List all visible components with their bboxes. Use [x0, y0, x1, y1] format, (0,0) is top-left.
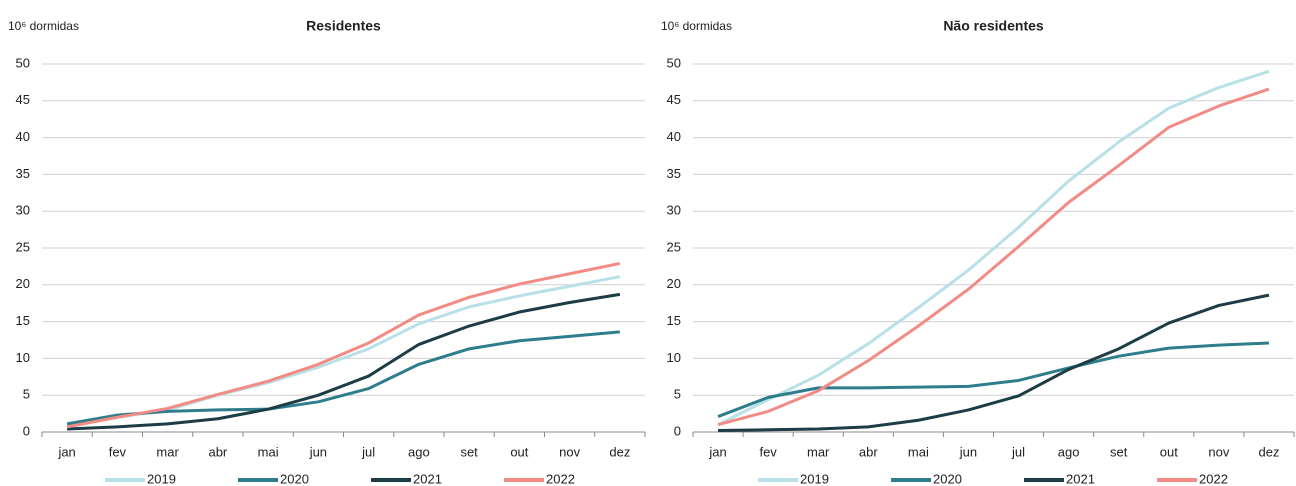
y-tick-label: 40 [16, 129, 30, 144]
x-tick-label: jul [1011, 444, 1025, 459]
x-tick-label: fev [759, 444, 777, 459]
series-line [66, 261, 621, 429]
y-tick-label: 50 [667, 55, 681, 70]
x-tick-label: nov [559, 444, 580, 459]
series-line [67, 292, 621, 431]
x-tick-label: dez [609, 444, 630, 459]
series-line [717, 87, 1270, 427]
legend-label: 2021 [1066, 471, 1095, 486]
series-line [717, 341, 1270, 418]
y-tick-label: 20 [667, 276, 681, 291]
y-tick-label: 15 [16, 313, 30, 328]
x-tick-label: dez [1258, 444, 1279, 459]
y-tick-label: 5 [674, 387, 681, 402]
y-tick-label: 30 [16, 203, 30, 218]
x-tick-label: jan [57, 444, 75, 459]
y-tick-label: 30 [667, 203, 681, 218]
legend-label: 2022 [546, 471, 575, 486]
y-tick-label: 10 [16, 350, 30, 365]
x-tick-label: jan [708, 444, 726, 459]
chart-title: Não residentes [943, 18, 1044, 34]
y-axis-label: 10⁶ dormidas [8, 19, 79, 33]
y-tick-label: 15 [667, 313, 681, 328]
legend-label: 2022 [1199, 471, 1228, 486]
x-tick-label: ago [408, 444, 430, 459]
chart-title: Residentes [306, 18, 381, 34]
x-tick-label: out [510, 444, 528, 459]
y-tick-label: 20 [16, 276, 30, 291]
y-tick-label: 50 [16, 55, 30, 70]
x-tick-label: jun [959, 444, 977, 459]
legend-label: 2020 [280, 471, 309, 486]
y-tick-label: 40 [667, 129, 681, 144]
x-tick-label: fev [109, 444, 127, 459]
x-tick-label: set [460, 444, 478, 459]
y-tick-label: 45 [667, 92, 681, 107]
y-tick-label: 0 [23, 423, 30, 438]
x-tick-label: mai [908, 444, 929, 459]
x-tick-label: jun [309, 444, 327, 459]
x-tick-label: mai [258, 444, 279, 459]
legend-label: 2019 [800, 471, 829, 486]
x-tick-label: out [1160, 444, 1178, 459]
y-tick-label: 25 [667, 239, 681, 254]
y-tick-label: 35 [667, 166, 681, 181]
series-line [66, 330, 621, 426]
series-line [717, 69, 1270, 426]
series-line [718, 293, 1270, 433]
y-tick-label: 25 [16, 239, 30, 254]
x-tick-label: mar [156, 444, 179, 459]
x-tick-label: set [1110, 444, 1128, 459]
legend-label: 2021 [413, 471, 442, 486]
legend-label: 2019 [147, 471, 176, 486]
x-tick-label: nov [1208, 444, 1229, 459]
series-line [66, 275, 621, 428]
x-tick-label: ago [1058, 444, 1080, 459]
x-tick-label: abr [208, 444, 227, 459]
x-tick-label: abr [859, 444, 878, 459]
y-tick-label: 0 [674, 423, 681, 438]
y-tick-label: 10 [667, 350, 681, 365]
legend-label: 2020 [933, 471, 962, 486]
x-tick-label: jul [361, 444, 375, 459]
y-tick-label: 5 [23, 387, 30, 402]
y-tick-label: 45 [16, 92, 30, 107]
y-tick-label: 35 [16, 166, 30, 181]
y-axis-label: 10⁶ dormidas [661, 19, 732, 33]
x-tick-label: mar [807, 444, 830, 459]
